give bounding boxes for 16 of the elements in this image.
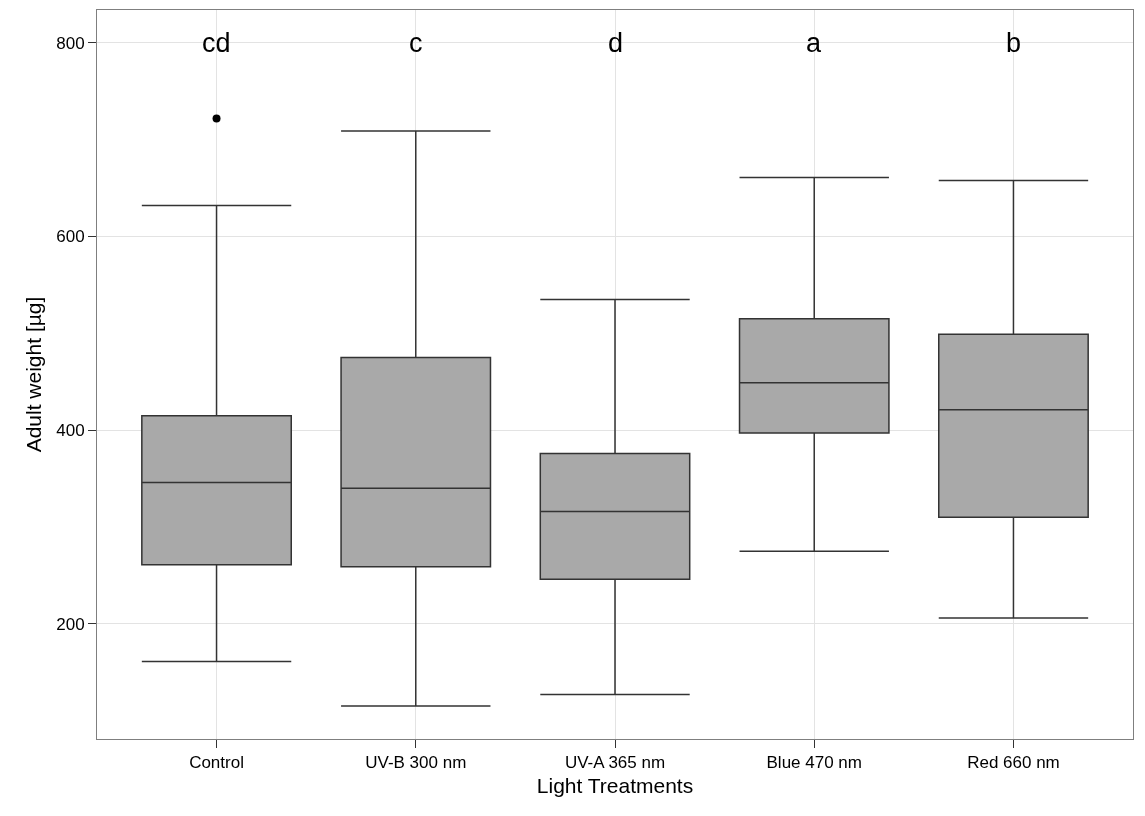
y-axis-title: Adult weight [µg] xyxy=(22,296,46,453)
x-axis-title: Light Treatments xyxy=(536,773,694,797)
annotation: c xyxy=(409,28,423,58)
annotation: b xyxy=(1006,28,1022,58)
annotation: cd xyxy=(202,28,231,58)
x-tick-label: Red 660 nm xyxy=(967,753,1060,773)
y-tick-label: 400 xyxy=(56,421,85,441)
annotation: a xyxy=(806,28,822,58)
x-tick-label: Control xyxy=(189,753,244,773)
x-tick-label: Blue 470 nm xyxy=(766,753,862,773)
y-tick-label: 600 xyxy=(56,227,85,247)
y-tick-label: 800 xyxy=(56,33,85,53)
x-tick-label: UV-A 365 nm xyxy=(564,753,666,773)
x-tick-label: UV-B 300 nm xyxy=(365,753,467,773)
y-tick-label: 200 xyxy=(56,614,85,634)
annotation: d xyxy=(608,28,624,58)
